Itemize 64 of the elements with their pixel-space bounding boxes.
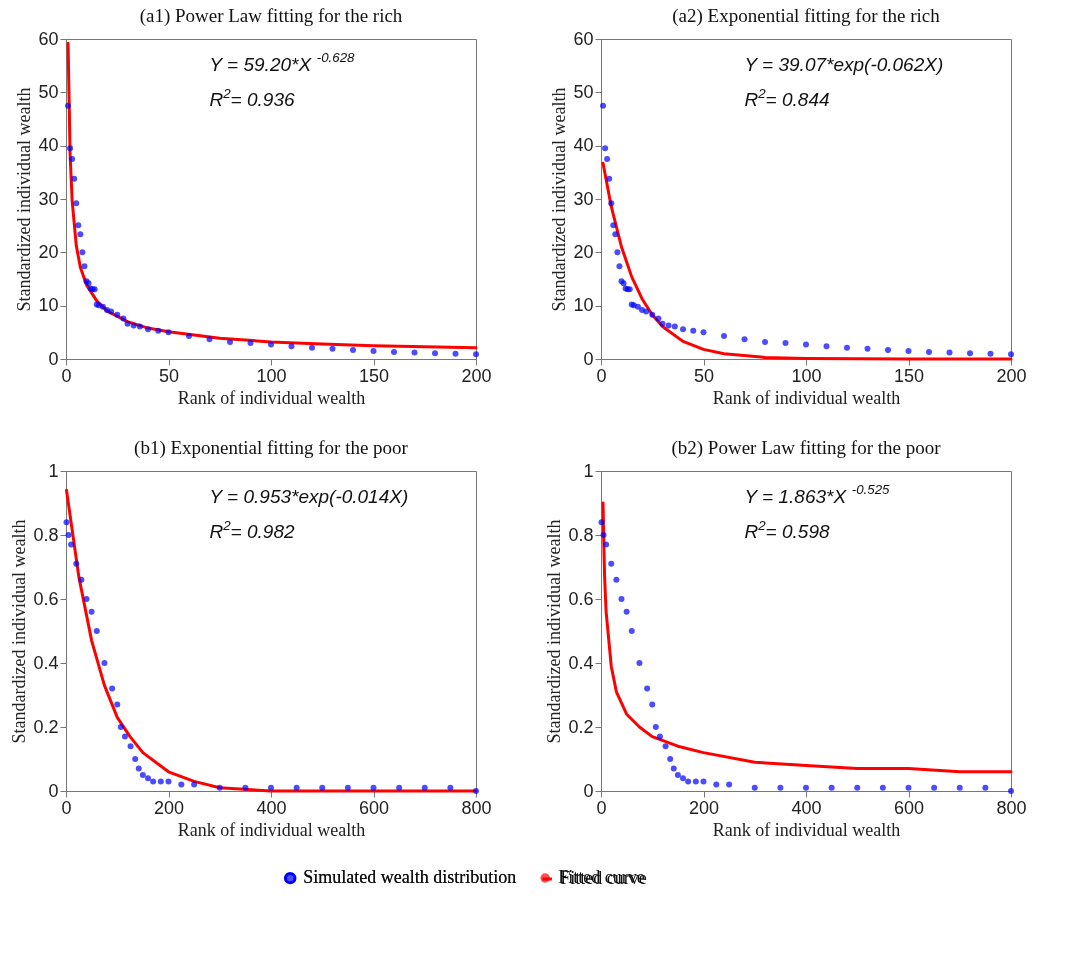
y-axis-title: Standardized individual wealth xyxy=(544,519,565,744)
y-tick-label: 0 xyxy=(583,348,594,369)
y-tick-label: 0.2 xyxy=(33,716,59,737)
x-tick-label: 800 xyxy=(461,797,492,818)
y-tick-label: 60 xyxy=(573,28,594,49)
chart-title: (a1) Power Law fitting for the rich xyxy=(139,5,403,27)
y-tick-label: 10 xyxy=(573,295,594,316)
y-tick-label: 0.2 xyxy=(568,716,594,737)
y-tick-label: 60 xyxy=(38,28,59,49)
y-tick-label: 40 xyxy=(38,135,59,156)
x-axis-title: Rank of individual wealth xyxy=(712,387,901,408)
y-tick-label: 10 xyxy=(38,295,59,316)
x-tick-label: 0 xyxy=(596,797,607,818)
y-tick-label: 0 xyxy=(583,780,594,801)
x-tick-label: 0 xyxy=(596,365,607,386)
y-tick-label: 0.4 xyxy=(33,652,59,673)
x-tick-label: 400 xyxy=(256,797,287,818)
chart-title: (b1) Exponential fitting for the poor xyxy=(134,437,409,459)
y-tick-label: 0.8 xyxy=(568,524,594,545)
x-tick-label: 150 xyxy=(893,365,925,386)
x-tick-label: 0 xyxy=(61,797,72,818)
x-tick-label: 600 xyxy=(893,797,925,818)
x-tick-label: 100 xyxy=(256,365,287,386)
y-axis-title: Standardized individual wealth xyxy=(549,87,570,312)
x-tick-label: 200 xyxy=(461,365,492,386)
y-axis-title: Standardized individual wealth xyxy=(14,87,35,312)
x-tick-label: 50 xyxy=(693,365,715,386)
y-tick-label: 0.8 xyxy=(33,524,59,545)
annotation: Y = 1.863*X-0.525 xyxy=(744,482,891,507)
x-tick-label: 150 xyxy=(358,365,390,386)
y-tick-label: 0.6 xyxy=(568,588,594,609)
x-axis-title: Rank of individual wealth xyxy=(177,387,366,408)
y-tick-label: 0.6 xyxy=(33,588,59,609)
chart-title: (b2) Power Law fitting for the poor xyxy=(671,437,942,459)
y-tick-label: 30 xyxy=(38,188,59,209)
x-tick-label: 50 xyxy=(158,365,180,386)
y-tick-label: 1 xyxy=(48,460,59,481)
y-tick-label: 0 xyxy=(48,780,59,801)
legend-label: Simulated wealth distribution xyxy=(303,867,517,887)
y-tick-label: 0.4 xyxy=(568,652,594,673)
y-tick-label: 40 xyxy=(573,135,594,156)
y-tick-label: 30 xyxy=(573,188,594,209)
x-tick-label: 400 xyxy=(791,797,822,818)
x-tick-label: 200 xyxy=(153,797,185,818)
x-tick-label: 200 xyxy=(688,797,720,818)
y-tick-label: 20 xyxy=(38,241,59,262)
annotation: Y = 59.20*X-0.628 xyxy=(209,50,356,75)
x-tick-label: 0 xyxy=(61,365,72,386)
y-tick-label: 50 xyxy=(38,81,59,102)
x-tick-label: 200 xyxy=(996,365,1027,386)
y-tick-label: 50 xyxy=(573,81,594,102)
x-axis-title: Rank of individual wealth xyxy=(712,819,901,840)
x-tick-label: 800 xyxy=(996,797,1027,818)
x-tick-label: 600 xyxy=(358,797,390,818)
annotation: Y = 0.953*exp(-0.014X) xyxy=(209,486,409,507)
legend-label: Fitted curve xyxy=(558,867,645,887)
x-tick-label: 100 xyxy=(791,365,822,386)
y-tick-label: 1 xyxy=(583,460,594,481)
chart-title: (a2) Exponential fitting for the rich xyxy=(672,5,941,27)
y-tick-label: 20 xyxy=(573,241,594,262)
annotation: Y = 39.07*exp(-0.062X) xyxy=(744,54,944,75)
x-axis-title: Rank of individual wealth xyxy=(177,819,366,840)
y-axis-title: Standardized individual wealth xyxy=(9,519,30,744)
y-tick-label: 0 xyxy=(48,348,59,369)
